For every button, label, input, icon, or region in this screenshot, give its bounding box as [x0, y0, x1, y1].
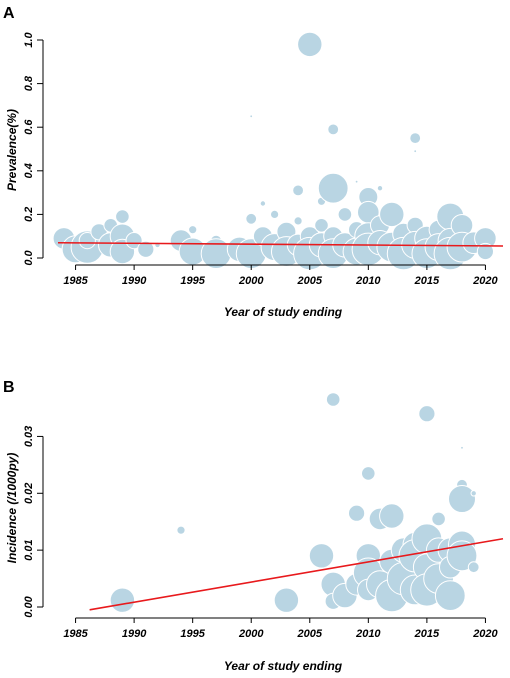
panel-b-x-tick-label: 1990 [122, 628, 147, 640]
panel-b-bubble [431, 511, 446, 527]
panel-b-bubble [460, 445, 464, 450]
panel-a-y-tick-label: 0.2 [23, 207, 35, 222]
panel-b-y-tick-label: 0.01 [23, 539, 35, 560]
panel-a-x-axis-title: Year of study ending [224, 305, 343, 319]
panel-b-bubble [434, 580, 466, 611]
panel-b-x-tick-label: 1995 [180, 628, 205, 640]
panel-b-bubble [448, 485, 476, 513]
panel-b-bubble [109, 587, 136, 613]
panel-a-x-ticks: 1985 1990 1995 2000 2005 2010 2015 2020 [63, 265, 499, 287]
panel-b-trend-line [89, 537, 504, 611]
panel-a-bubble [337, 207, 353, 222]
panel-a-bubble [270, 209, 280, 219]
panel-a-y-tick-label: 0.6 [23, 119, 35, 135]
panel-b-bubble [273, 587, 300, 613]
panel-b-y-ticks: 0.00 0.01 0.02 0.03 [23, 426, 43, 618]
panel-a-bubble [249, 114, 254, 119]
panel-a-y-tick-label: 1.0 [23, 31, 35, 47]
panel-a-bubble [293, 216, 303, 226]
panel-b-x-tick-label: 1985 [63, 628, 88, 640]
panel-a-x-tick-label: 1990 [122, 275, 147, 287]
panel-b-y-tick-label: 0.00 [23, 595, 35, 617]
panel-a: A 0.0 0.2 0.4 0.6 0.8 1.0 1985 1990 1995 2000 200… [3, 5, 504, 319]
panel-a-bubble [125, 232, 143, 250]
panel-b-bubble [348, 504, 366, 522]
panel-a-bubble [297, 31, 323, 58]
panel-a-y-axis-title: Prevalence(%) [5, 109, 19, 191]
panel-b-x-tick-label: 2015 [414, 628, 440, 640]
panel-a-y-tick-label: 0.8 [23, 75, 35, 91]
panel-b-bubble [325, 392, 341, 407]
panel-a-bubble [379, 201, 405, 228]
panel-a-bubble [376, 185, 384, 192]
panel-a-bubbles [52, 31, 497, 271]
panel-b-bubble [418, 405, 436, 423]
panel-b-label: B [3, 379, 15, 396]
panel-b-bubble [308, 543, 335, 569]
panel-b-x-tick-label: 2010 [355, 628, 381, 640]
panel-a-bubble [409, 132, 422, 145]
panel-a-y-ticks: 0.0 0.2 0.4 0.6 0.8 1.0 [23, 31, 43, 266]
panel-a-trend-line [57, 241, 504, 247]
panel-b-x-tick-label: 2020 [472, 628, 498, 640]
panel-b-bubble [361, 466, 376, 481]
panel-a-bubble [188, 225, 198, 235]
panel-a-x-tick-label: 2020 [472, 275, 498, 287]
panel-a-bubble [245, 212, 258, 225]
panel-a-label: A [3, 5, 15, 22]
panel-a-bubble [292, 184, 305, 197]
panel-a-x-tick-label: 1985 [63, 275, 88, 287]
panel-a-y-tick-label: 0.0 [23, 249, 35, 265]
panel-a-bubble [354, 179, 359, 184]
panel-a-bubble [314, 218, 329, 233]
panel-a-y-tick-label: 0.4 [23, 163, 35, 178]
panel-a-bubble [327, 123, 340, 136]
panel-b-y-axis-title: Incidence (/1000py) [5, 453, 19, 564]
panel-a-x-tick-label: 1995 [180, 275, 205, 287]
panel-b-bubbles [109, 392, 480, 613]
panel-b-y-tick-label: 0.03 [23, 426, 35, 447]
panel-b-bubble [176, 525, 186, 535]
panel-a-bubble [78, 232, 96, 250]
panel-b-x-axis-title: Year of study ending [224, 659, 343, 673]
panel-b-x-tick-label: 2000 [238, 628, 264, 640]
panel-a-x-tick-label: 2015 [414, 275, 440, 287]
panel-a-bubble [413, 149, 418, 154]
panel-b: B 0.00 0.01 0.02 0.03 1985 1990 1995 2000 2005 2… [3, 379, 504, 673]
panel-b-bubble [467, 561, 480, 574]
panel-a-bubble [115, 209, 130, 224]
panel-a-bubble [259, 200, 267, 207]
panel-b-x-ticks: 1985 1990 1995 2000 2005 2010 2015 2020 [63, 618, 499, 640]
panel-a-bubble [137, 240, 155, 258]
panel-b-y-tick-label: 0.02 [23, 483, 35, 504]
panel-b-x-tick-label: 2005 [297, 628, 323, 640]
panel-b-bubble [379, 503, 405, 529]
panel-a-x-tick-label: 2010 [355, 275, 381, 287]
panel-a-bubble [317, 172, 349, 204]
panel-a-bubble [476, 242, 494, 261]
panel-b-bubble [470, 490, 477, 497]
panel-a-x-tick-label: 2005 [297, 275, 323, 287]
panel-a-x-tick-label: 2000 [238, 275, 264, 287]
